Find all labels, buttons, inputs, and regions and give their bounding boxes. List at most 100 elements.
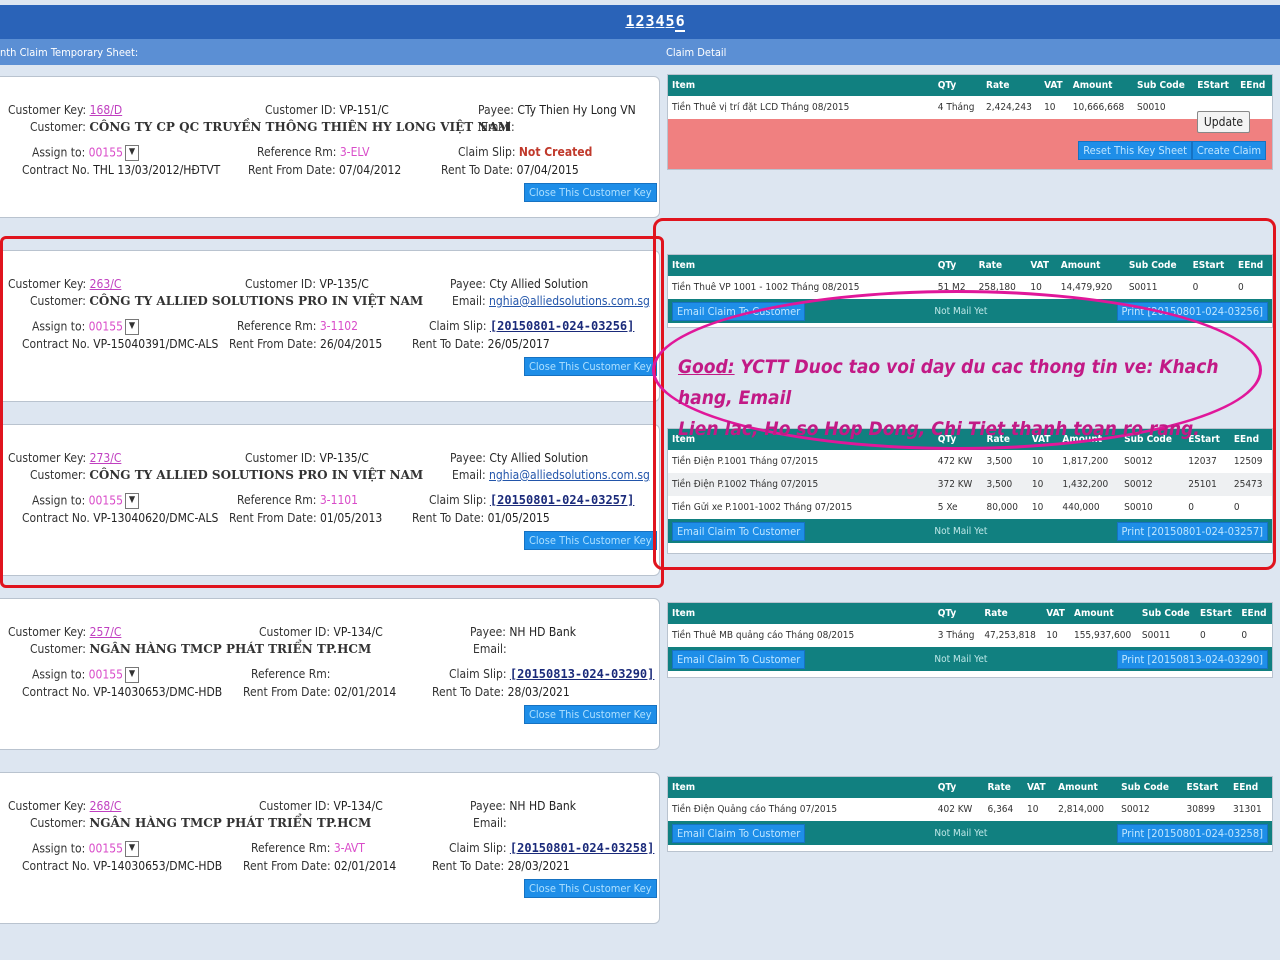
assign-dropdown-icon[interactable]: ▼ [125,841,140,857]
reference-rm-field: Reference Rm: 3-1101 [237,493,358,507]
table-cell: 10 [1042,624,1070,647]
rent-to-label: Rent To Date: [412,511,485,525]
email-label: Email: [473,816,507,830]
claim-slip-label: Claim Slip: [458,145,516,159]
claim-items-table: Item QTy Rate VAT Amount Sub Code EStart EEnd Ti… [668,75,1272,119]
table-cell: 0 [1229,496,1272,519]
page-link-6[interactable]: 6 [675,12,686,32]
claim-slip-value[interactable]: [20150801-024-03258] [509,841,655,855]
page-link-4[interactable]: 4 [655,12,665,30]
table-cell: 0 [1196,624,1238,647]
table-cell: Tiền Điện P.1002 Tháng 07/2015 [668,473,934,496]
mail-status: Not Mail Yet [934,305,988,317]
customer-key-value[interactable]: 168/D [89,103,123,117]
table-cell: 0 [1237,624,1272,647]
table-cell: 25101 [1184,473,1230,496]
page-link-1[interactable]: 1 [625,12,635,30]
contract-no-field: Contract No. VP-15040391/DMC-ALS [22,337,218,351]
close-customer-key-button[interactable]: Close This Customer Key [524,705,657,724]
contract-no-field: Contract No. THL 13/03/2012/HĐTVT [22,163,220,177]
assign-to-value: 00155 [88,145,124,160]
create-claim-button[interactable]: Create Claim [1191,141,1266,160]
assign-dropdown-icon[interactable]: ▼ [125,145,140,161]
customer-id-field: Customer ID: VP-135/C [245,451,369,465]
table-cell: 1,432,200 [1058,473,1121,496]
assign-to-label: Assign to: [32,493,86,508]
page-link-3[interactable]: 3 [645,12,655,30]
customer-card: Customer Key: 273/C Customer ID: VP-135/C… [0,424,660,576]
close-customer-key-button[interactable]: Close This Customer Key [524,879,657,898]
page-link-5[interactable]: 5 [665,12,675,30]
claim-detail-box: Item QTy Rate VAT Amount Sub Code EStart EEnd Ti… [667,776,1273,852]
assign-to-label: Assign to: [32,145,86,160]
email-claim-button[interactable]: Email Claim To Customer [672,521,806,541]
customer-key-value[interactable]: 268/C [89,799,122,813]
update-button[interactable]: Update [1196,111,1250,133]
claim-slip-value[interactable]: [20150801-024-03256] [489,319,635,333]
rent-from-field: Rent From Date: 07/04/2012 [248,163,401,177]
table-cell: 402 KW [933,798,984,821]
assign-dropdown-icon[interactable]: ▼ [125,319,140,335]
customer-name-field: Customer: NGÂN HÀNG TMCP PHÁT TRIỂN TP.H… [30,816,371,830]
column-header: Rate [980,603,1043,624]
reset-key-sheet-button[interactable]: Reset This Key Sheet [1078,141,1192,160]
customer-id-label: Customer ID: [265,103,337,117]
claim-slip-label: Claim Slip: [449,667,507,681]
print-claim-button[interactable]: Print [20150801-024-03256] [1116,301,1268,321]
email-value[interactable]: nghia@alliedsolutions.com.sg [489,468,650,482]
customer-name-field: Customer: CÔNG TY CP QC TRUYỀN THÔNG THI… [30,120,511,134]
claim-items-table: Item QTy Rate VAT Amount Sub Code EStart EEnd Ti… [668,777,1272,821]
customer-id-field: Customer ID: VP-135/C [245,277,369,291]
column-header: VAT [1026,255,1057,276]
customer-id-field: Customer ID: VP-134/C [259,625,383,639]
column-header: QTy [933,777,984,798]
print-claim-button[interactable]: Print [20150801-024-03257] [1116,521,1268,541]
rent-to-value: 26/05/2017 [487,337,550,351]
column-header: EStart [1188,255,1235,276]
assign-dropdown-icon[interactable]: ▼ [125,493,140,509]
close-customer-key-button[interactable]: Close This Customer Key [524,531,657,550]
customer-id-value: VP-135/C [319,451,369,465]
customer-key-field: Customer Key: 273/C [8,451,121,465]
claim-slip-field: Claim Slip: [20150801-024-03258] [449,841,654,855]
claim-action-bar: Email Claim To Customer Not Mail Yet Print… [668,299,1272,323]
customer-card: Customer Key: 168/D Customer ID: VP-151/C… [0,76,660,218]
column-header: EEnd [1236,75,1272,96]
table-cell: Tiền Thuê MB quảng cáo Tháng 08/2015 [668,624,934,647]
close-customer-key-button[interactable]: Close This Customer Key [524,357,657,376]
email-value[interactable]: nghia@alliedsolutions.com.sg [489,294,650,308]
table-cell: 31301 [1229,798,1272,821]
claim-slip-value: Not Created [518,145,593,159]
assign-to-value: 00155 [88,841,124,856]
claim-slip-field: Claim Slip: [20150801-024-03256] [429,319,634,333]
contract-no-field: Contract No. VP-13040620/DMC-ALS [22,511,218,525]
customer-name-value: NGÂN HÀNG TMCP PHÁT TRIỂN TP.HCM [89,642,372,656]
close-customer-key-button[interactable]: Close This Customer Key [524,183,657,202]
assign-to-field: Assign to: 00155 ▼ [32,667,140,683]
reference-rm-label: Reference Rm: [251,841,331,855]
claim-action-bar: Email Claim To Customer Not Mail Yet Print… [668,519,1272,543]
email-claim-button[interactable]: Email Claim To Customer [672,649,806,669]
table-cell: S0011 [1137,624,1197,647]
customer-name-label: Customer: [30,816,86,830]
email-claim-button[interactable]: Email Claim To Customer [672,301,806,321]
customer-key-value[interactable]: 273/C [89,451,122,465]
print-claim-button[interactable]: Print [20150813-024-03290] [1116,649,1268,669]
customer-key-value[interactable]: 257/C [89,625,122,639]
assign-dropdown-icon[interactable]: ▼ [125,667,140,683]
payee-value: NH HD Bank [509,625,576,639]
page-link-2[interactable]: 2 [635,12,645,30]
email-claim-button[interactable]: Email Claim To Customer [672,823,806,843]
claim-slip-value[interactable]: [20150801-024-03257] [489,493,635,507]
customer-key-value[interactable]: 263/C [89,277,122,291]
rent-from-label: Rent From Date: [229,337,317,351]
table-cell: 155,937,600 [1069,624,1138,647]
rent-to-label: Rent To Date: [441,163,514,177]
table-cell: 3,500 [982,450,1028,473]
print-claim-button[interactable]: Print [20150801-024-03258] [1116,823,1268,843]
customer-name-value: CÔNG TY CP QC TRUYỀN THÔNG THIÊN HY LONG… [89,120,511,134]
contract-no-value: VP-13040620/DMC-ALS [93,511,219,525]
claim-slip-value[interactable]: [20150813-024-03290] [509,667,655,681]
column-header: VAT [1040,75,1069,96]
customer-name-label: Customer: [30,294,86,308]
